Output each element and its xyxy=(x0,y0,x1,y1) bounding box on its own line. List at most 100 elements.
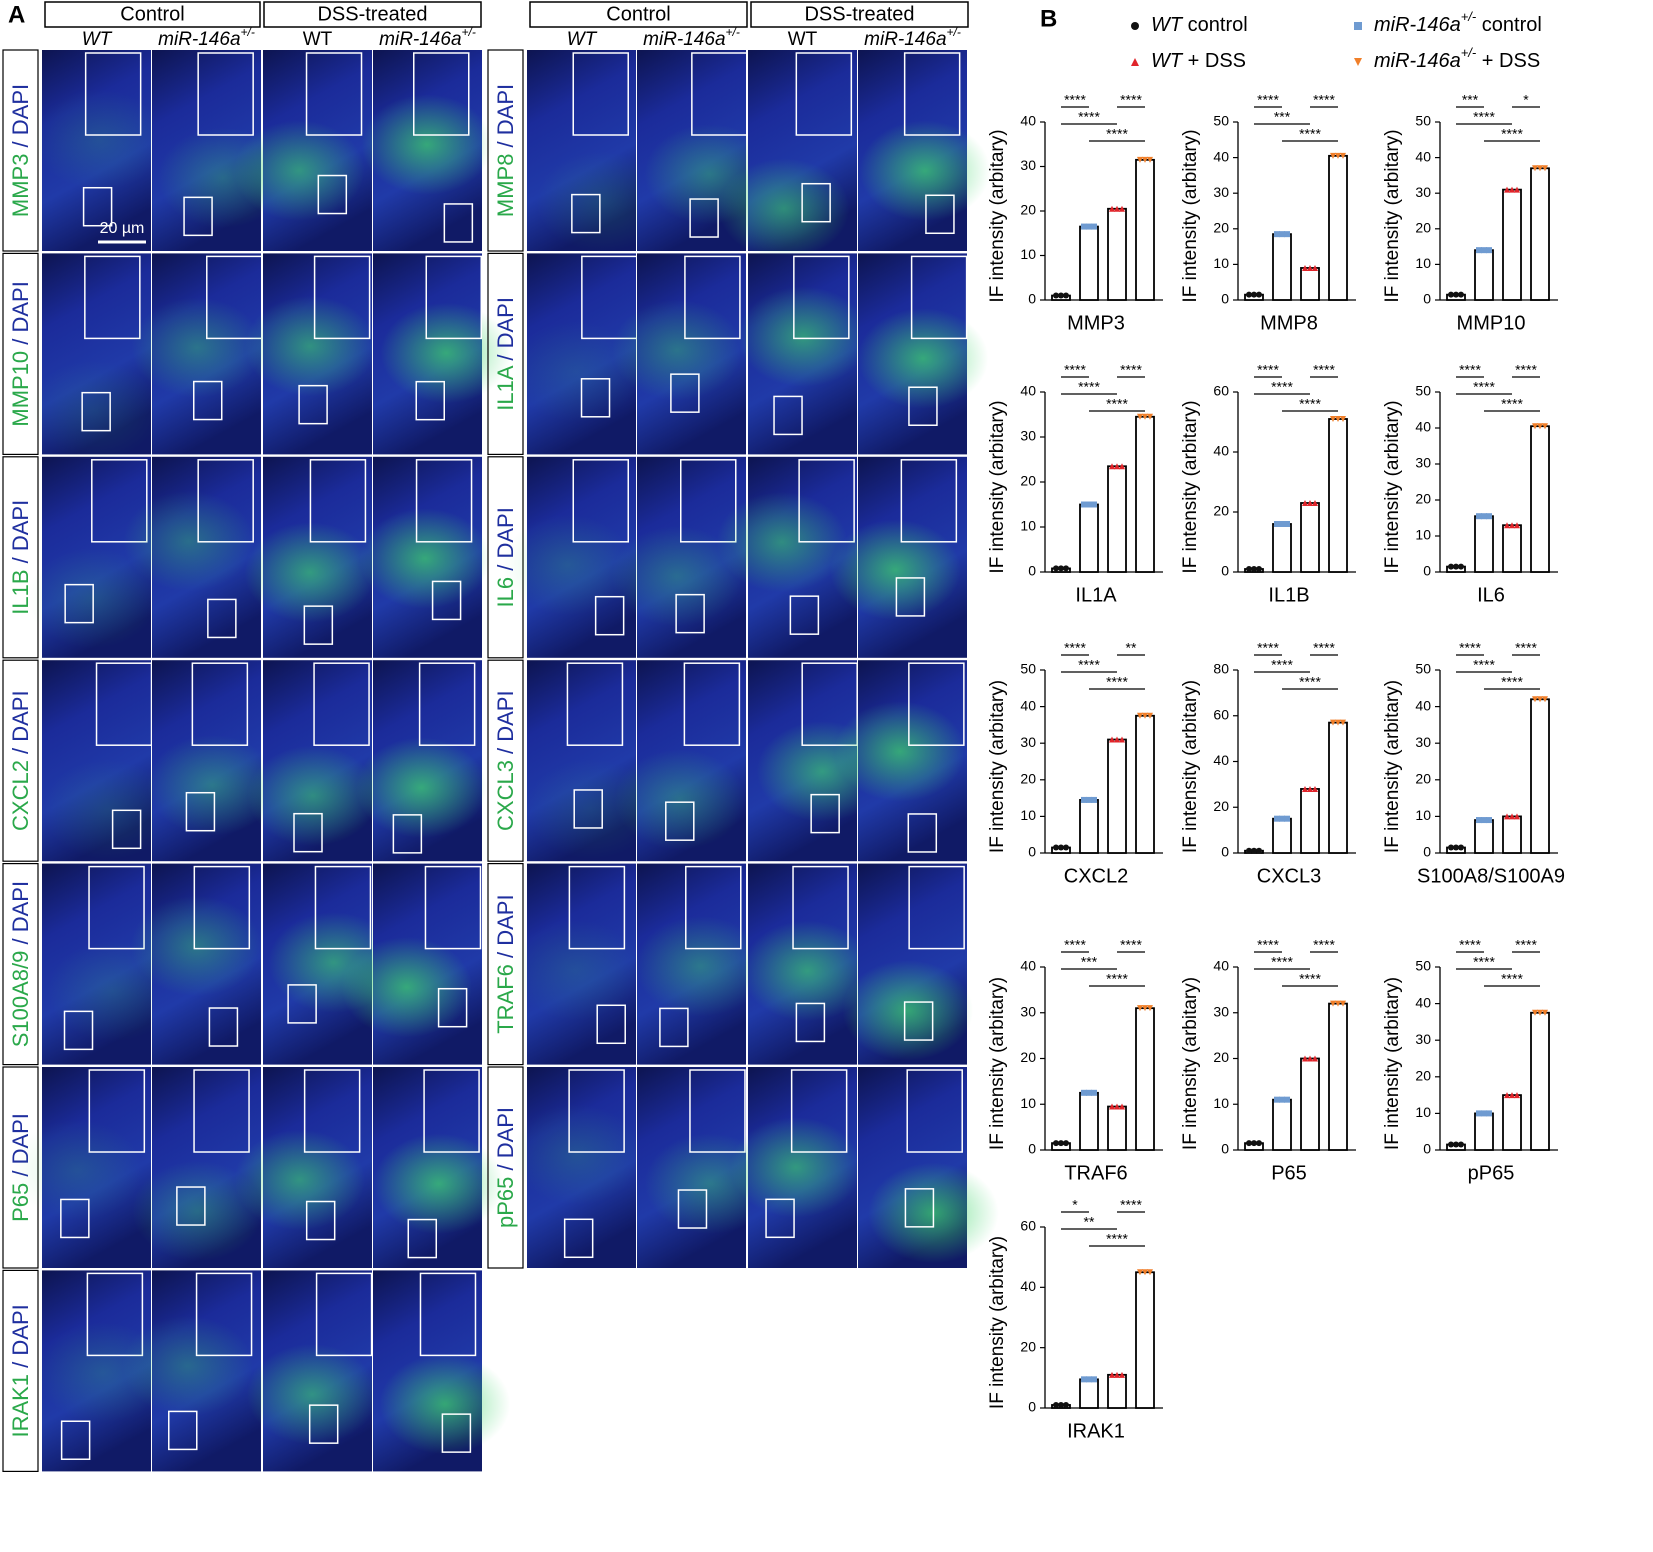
marker xyxy=(1476,817,1482,824)
x-axis-label: MMP10 xyxy=(1457,312,1526,334)
marker xyxy=(1532,1009,1538,1016)
marker xyxy=(1256,291,1262,298)
y-tick-label: 0 xyxy=(1423,563,1431,579)
bar xyxy=(1272,1098,1292,1151)
inset-box xyxy=(91,459,148,543)
y-axis-label: IF intensity (arbitary) xyxy=(1180,680,1201,853)
inset-box xyxy=(903,52,961,136)
marker xyxy=(1486,1110,1492,1117)
significance-label: **** xyxy=(1106,971,1128,987)
bar-chart: 0 10 20 30 40 IF intensity (arbitary) MMP3 ****… xyxy=(987,92,1163,334)
marker xyxy=(1114,736,1120,743)
column-label: miR-146a+/- xyxy=(864,25,961,50)
green-signal xyxy=(361,94,493,195)
marker xyxy=(1481,817,1487,824)
x-axis-label: IL1A xyxy=(1075,584,1117,606)
column-label-sup: +/- xyxy=(462,25,476,39)
legend-sup: +/- xyxy=(1461,45,1477,60)
micrograph xyxy=(28,253,160,461)
bar xyxy=(1135,1007,1155,1151)
roi-box xyxy=(82,186,113,227)
marker xyxy=(1063,1401,1069,1408)
roi-box xyxy=(795,1002,826,1043)
stain-name: / DAPI xyxy=(493,690,518,760)
marker xyxy=(1109,736,1115,743)
x-axis-label: MMP3 xyxy=(1067,312,1125,334)
bar-chart: 0 10 20 30 40 50 IF intensity (arbitary) CXCL2 *… xyxy=(987,640,1163,887)
x-axis-label: CXCL3 xyxy=(1257,865,1321,887)
marker xyxy=(1458,291,1464,298)
green-signal xyxy=(373,1133,505,1234)
y-tick-label: 30 xyxy=(1020,428,1036,444)
legend-item: miR-146a+/- control xyxy=(1354,9,1542,36)
marker xyxy=(1147,156,1153,163)
green-signal xyxy=(741,920,873,1022)
y-tick-label: 40 xyxy=(1213,958,1229,974)
bar xyxy=(1530,167,1550,301)
marker xyxy=(1354,58,1362,66)
green-signal xyxy=(611,299,743,401)
marker xyxy=(1340,719,1346,726)
row-label: MMP8 / DAPI xyxy=(493,84,518,217)
green-signal xyxy=(147,734,279,836)
significance-label: **** xyxy=(1064,92,1086,108)
y-tick-label: 30 xyxy=(1415,734,1431,750)
bar xyxy=(1300,788,1320,854)
marker xyxy=(1307,785,1313,792)
significance-label: **** xyxy=(1120,92,1142,108)
micrograph xyxy=(857,253,989,455)
significance-label: **** xyxy=(1299,971,1321,987)
marker xyxy=(1274,521,1280,527)
marker xyxy=(1302,500,1308,506)
marker xyxy=(1307,264,1313,271)
roi-box xyxy=(907,813,938,853)
y-tick-label: 60 xyxy=(1020,1218,1036,1234)
significance-label: **** xyxy=(1078,379,1100,395)
y-axis-label: IF intensity (arbitary) xyxy=(987,400,1008,573)
marker xyxy=(1109,1371,1115,1378)
marker xyxy=(1091,1376,1097,1383)
green-signal xyxy=(341,936,473,1038)
marker xyxy=(1279,815,1285,822)
roi-box xyxy=(594,595,625,636)
marker xyxy=(1246,1140,1252,1147)
significance-label: ** xyxy=(1126,640,1137,656)
row-label: IRAK1 / DAPI xyxy=(8,1304,33,1437)
micrograph xyxy=(263,863,400,1065)
inset-box xyxy=(84,255,141,340)
marker xyxy=(1307,1055,1313,1062)
marker xyxy=(1251,1140,1257,1147)
green-signal xyxy=(511,1104,642,1205)
stain-name: / DAPI xyxy=(8,690,33,760)
inset-box xyxy=(95,662,153,746)
bar-chart: 0 10 20 30 40 IF intensity (arbitary) TRAF6 ***… xyxy=(987,937,1163,1184)
micrograph xyxy=(834,660,967,862)
y-tick-label: 30 xyxy=(1020,734,1036,750)
green-signal xyxy=(244,522,376,623)
marker xyxy=(1458,563,1464,570)
marker xyxy=(1119,463,1125,470)
significance-label: **** xyxy=(1271,379,1293,395)
micrograph xyxy=(373,1270,511,1472)
inset-box xyxy=(684,255,741,340)
marker xyxy=(1053,844,1059,851)
y-tick-label: 0 xyxy=(1028,1141,1036,1157)
y-tick-label: 40 xyxy=(1415,994,1431,1010)
inset-box xyxy=(315,1272,373,1357)
micrograph xyxy=(42,863,179,1065)
micrograph xyxy=(829,456,967,658)
y-axis-label: IF intensity (arbitary) xyxy=(1382,400,1403,573)
y-tick-label: 50 xyxy=(1415,661,1431,677)
micrograph xyxy=(361,50,493,251)
green-signal xyxy=(716,491,848,593)
row-label: MMP10 / DAPI xyxy=(8,281,33,426)
marker xyxy=(1279,1096,1285,1103)
y-tick-label: 20 xyxy=(1415,1068,1431,1084)
marker xyxy=(1114,1371,1120,1378)
roi-box xyxy=(810,793,840,834)
marker xyxy=(1081,1376,1087,1383)
group-box xyxy=(263,1,482,28)
marker xyxy=(1504,813,1510,820)
roi-box xyxy=(415,380,445,421)
y-tick-label: 20 xyxy=(1213,798,1229,814)
